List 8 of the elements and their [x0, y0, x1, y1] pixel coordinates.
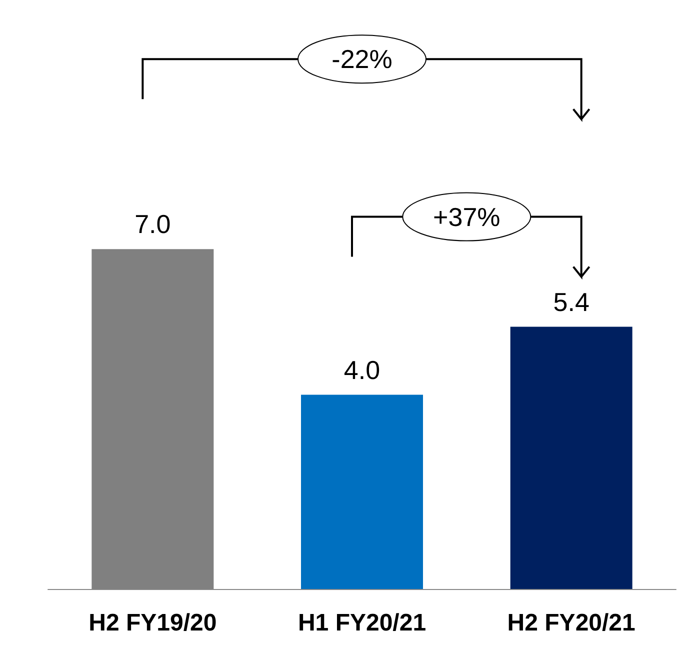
x-tick-label: H2 FY20/21 [507, 610, 636, 636]
data-label: 5.4 [553, 286, 590, 317]
text: +37% [433, 202, 500, 232]
x-tick-label: H2 FY19/20 [88, 610, 217, 636]
x-tick-label: H1 FY20/21 [298, 610, 426, 636]
data-label: 7.0 [134, 209, 171, 240]
text: -22% [332, 44, 392, 74]
data-label: 4.0 [344, 354, 380, 385]
